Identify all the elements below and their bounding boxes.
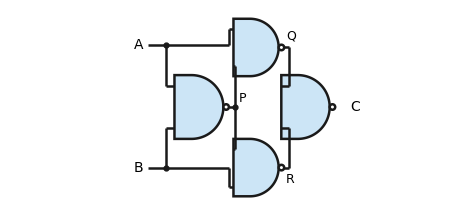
Text: Q: Q: [286, 29, 296, 42]
Polygon shape: [234, 19, 278, 76]
Polygon shape: [175, 75, 223, 139]
Circle shape: [329, 104, 335, 110]
Polygon shape: [234, 139, 278, 196]
Text: C: C: [350, 100, 360, 114]
Circle shape: [278, 45, 284, 50]
Circle shape: [223, 104, 229, 110]
Text: B: B: [134, 160, 144, 175]
Text: R: R: [286, 173, 295, 186]
Circle shape: [278, 165, 284, 170]
Text: A: A: [134, 38, 144, 52]
Polygon shape: [281, 75, 329, 139]
Text: P: P: [239, 92, 246, 105]
